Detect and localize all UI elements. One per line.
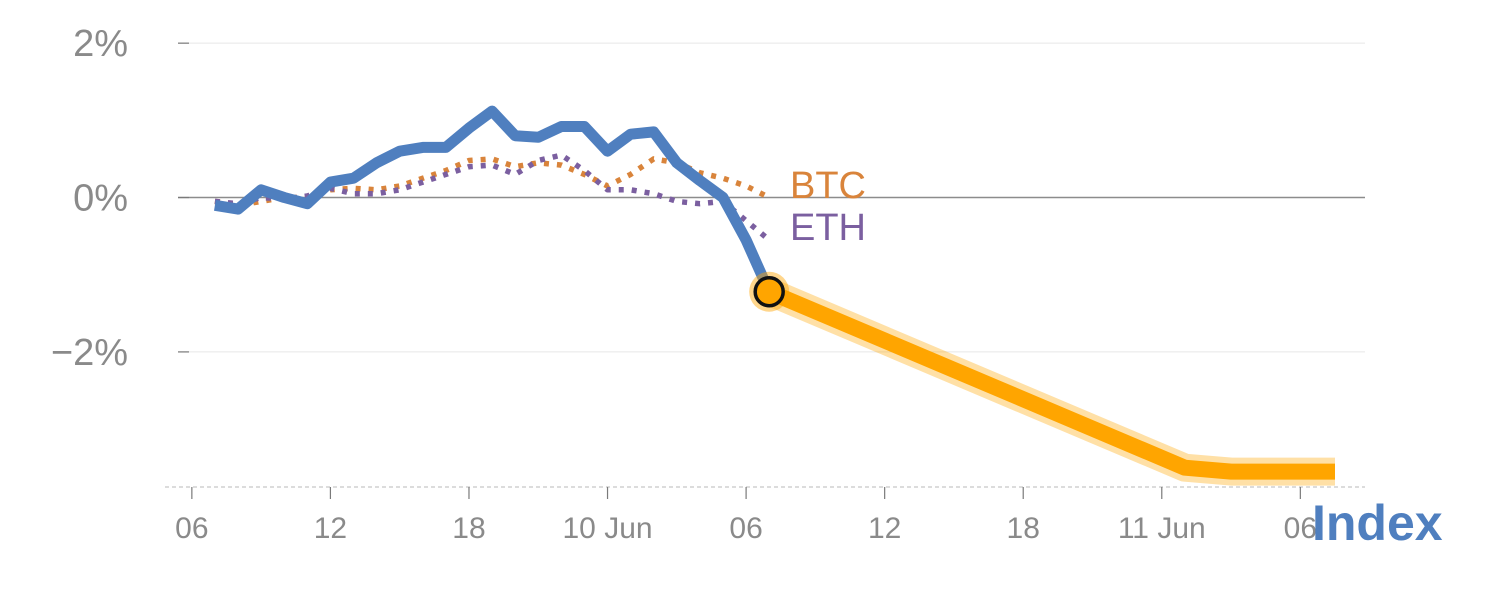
y-axis: 2% 0% −2% bbox=[51, 23, 189, 374]
index-line bbox=[214, 105, 775, 294]
x-tick-label: 06 bbox=[175, 512, 208, 545]
gridlines bbox=[178, 42, 1365, 353]
x-tick-label: 18 bbox=[1007, 512, 1040, 545]
series-lines bbox=[214, 105, 1335, 486]
x-tick-label: 10 Jun bbox=[562, 512, 652, 545]
btc-series-label: BTC bbox=[790, 165, 866, 207]
x-tick-label: 12 bbox=[314, 512, 347, 545]
x-tick-label: 06 bbox=[729, 512, 762, 545]
projection-halo bbox=[763, 278, 1335, 486]
eth-line bbox=[214, 152, 771, 243]
index-series-label: Index bbox=[1312, 495, 1443, 551]
current-value-marker bbox=[749, 271, 790, 312]
projection-line bbox=[766, 284, 1335, 480]
eth-series-label: ETH bbox=[790, 207, 866, 249]
y-tick-label: −2% bbox=[51, 332, 128, 374]
marker-dot bbox=[753, 275, 785, 308]
x-tick-label: 06 bbox=[1284, 512, 1317, 545]
series-labels: BTC ETH Index bbox=[790, 165, 1443, 551]
x-axis: 06 12 18 10 Jun 06 12 18 11 Jun 06 bbox=[165, 486, 1365, 545]
y-tick-label: 0% bbox=[73, 178, 128, 220]
x-tick-label: 18 bbox=[452, 512, 485, 545]
y-tick-label: 2% bbox=[73, 23, 128, 65]
x-tick-label: 11 Jun bbox=[1118, 512, 1206, 545]
x-tick-label: 12 bbox=[868, 512, 901, 545]
